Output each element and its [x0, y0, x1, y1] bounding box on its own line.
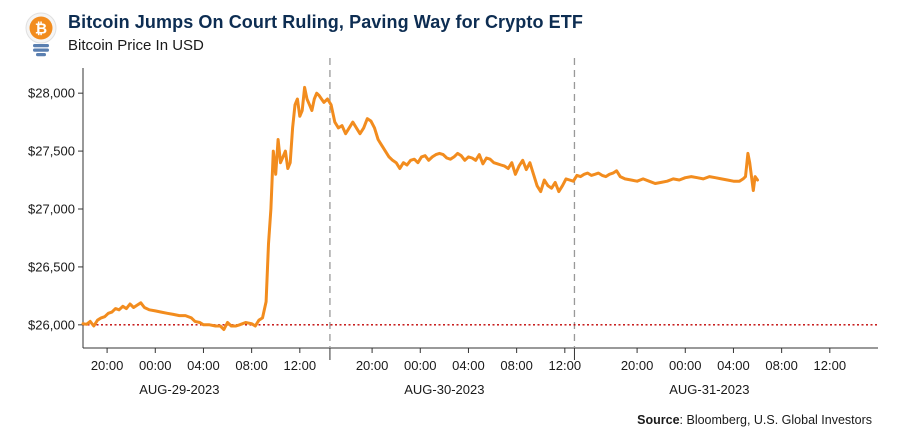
- chart-subtitle: Bitcoin Price In USD: [68, 37, 204, 54]
- chart-title: Bitcoin Jumps On Court Ruling, Paving Wa…: [68, 12, 583, 32]
- x-tick-label: 08:00: [765, 358, 798, 373]
- x-tick-label: 20:00: [621, 358, 654, 373]
- x-tick-label: 00:00: [404, 358, 437, 373]
- logo-bulb-circle: [29, 16, 53, 40]
- y-tick-label: $26,000: [28, 317, 75, 332]
- x-tick-label: 08:00: [235, 358, 268, 373]
- source-note: Source: Bloomberg, U.S. Global Investors: [637, 413, 872, 427]
- bitcoin-price-line: [81, 85, 759, 331]
- date-label: AUG-31-2023: [669, 382, 749, 397]
- svg-text:₿: ₿: [35, 21, 47, 38]
- x-tick-label: 04:00: [452, 358, 485, 373]
- date-label: AUG-30-2023: [404, 382, 484, 397]
- y-tick-label: $26,500: [28, 259, 75, 274]
- x-tick-label: 00:00: [669, 358, 702, 373]
- x-tick-label: 12:00: [284, 358, 317, 373]
- source-text: : Bloomberg, U.S. Global Investors: [679, 413, 872, 427]
- logo-base-1: [33, 44, 49, 48]
- date-label: AUG-29-2023: [139, 382, 219, 397]
- logo-base-3: [36, 53, 46, 57]
- x-tick-label: 20:00: [91, 358, 124, 373]
- chart-header: ₿ Bitcoin Jumps On Court Ruling, Paving …: [6, 6, 886, 58]
- x-tick-label: 04:00: [187, 358, 220, 373]
- source-label: Source: [637, 413, 680, 427]
- x-tick-label: 00:00: [139, 358, 172, 373]
- x-tick-label: 12:00: [549, 358, 582, 373]
- x-tick-label: 04:00: [717, 358, 750, 373]
- logo-base-2: [33, 48, 49, 52]
- x-tick-label: 12:00: [814, 358, 847, 373]
- y-tick-label: $27,000: [28, 202, 75, 217]
- lightbulb-bitcoin-icon: ₿: [25, 12, 57, 57]
- y-tick-label: $28,000: [28, 86, 75, 101]
- x-tick-label: 20:00: [356, 358, 389, 373]
- y-tick-label: $27,500: [28, 144, 75, 159]
- x-tick-label: 08:00: [500, 358, 533, 373]
